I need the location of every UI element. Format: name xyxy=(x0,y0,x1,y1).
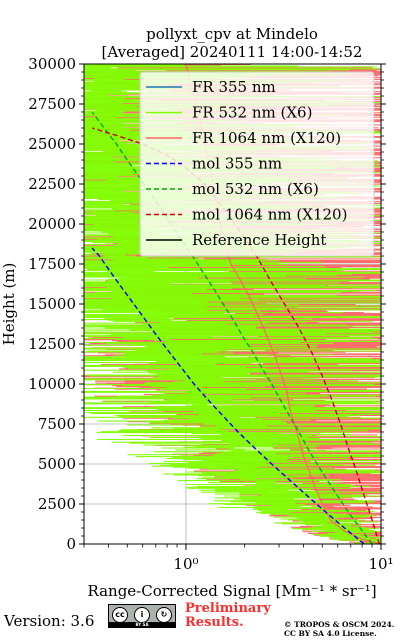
legend-entry: mol 1064 nm (X120) xyxy=(192,206,347,224)
legend-box xyxy=(139,71,375,257)
cc-sa-icon: ↻ xyxy=(156,607,172,623)
legend-entry: Reference Height xyxy=(192,231,326,249)
cc-icon: cc xyxy=(112,607,128,623)
axis-ticks: 0 2500 5000 7500 10000 12500 15000 17500 20000 22… xyxy=(28,55,393,573)
legend-entry: FR 355 nm xyxy=(192,78,276,96)
legend-entry: mol 355 nm xyxy=(192,155,282,173)
y-tick-label: 5000 xyxy=(38,455,76,473)
y-tick-label: 17500 xyxy=(28,255,76,273)
legend: FR 355 nm FR 532 nm (X6) FR 1064 nm (X120)… xyxy=(139,71,375,257)
y-tick-label: 15000 xyxy=(28,295,76,313)
lidar-profile-chart: pollyxt_cpv at Mindelo [Averaged] 202401… xyxy=(0,25,394,600)
cc-license-badge: cc i ↻ BY SA xyxy=(108,604,176,628)
cc-badge-text: BY SA xyxy=(109,622,175,627)
legend-entry: mol 532 nm (X6) xyxy=(192,180,319,198)
chart-subtitle: [Averaged] 20240111 14:00-14:52 xyxy=(102,43,363,61)
y-tick-label: 7500 xyxy=(38,415,76,433)
cc-by-icon: i xyxy=(134,607,150,623)
version-label: Version: 3.6 xyxy=(4,612,95,630)
x-axis-label: Range-Corrected Signal [Mm⁻¹ * sr⁻¹] xyxy=(87,582,376,600)
legend-entry: FR 1064 nm (X120) xyxy=(192,129,341,147)
y-tick-label: 2500 xyxy=(38,495,76,513)
legend-entry: FR 532 nm (X6) xyxy=(192,104,312,122)
preliminary-notice: Preliminary Results. xyxy=(185,602,271,630)
x-tick-label: 10⁰ xyxy=(173,555,198,573)
copyright-notice: © TROPOS & OSCM 2024. CC BY SA 4.0 Licen… xyxy=(284,620,394,638)
y-axis-label: Height (m) xyxy=(0,263,18,346)
y-tick-label: 0 xyxy=(66,535,76,553)
y-tick-label: 12500 xyxy=(28,335,76,353)
copyright-line-1: © TROPOS & OSCM 2024. xyxy=(284,620,395,629)
y-tick-label: 20000 xyxy=(28,215,76,233)
copyright-line-2: CC BY SA 4.0 License. xyxy=(284,629,377,638)
y-tick-label: 30000 xyxy=(28,55,76,73)
y-tick-label: 22500 xyxy=(28,175,76,193)
preliminary-line-2: Results. xyxy=(185,615,244,630)
preliminary-line-1: Preliminary xyxy=(185,601,271,616)
x-tick-label: 10¹ xyxy=(368,555,393,573)
series-line-fr-532-nm-x6- xyxy=(96,64,381,544)
y-tick-label: 27500 xyxy=(28,95,76,113)
y-tick-label: 25000 xyxy=(28,135,76,153)
y-tick-label: 10000 xyxy=(28,375,76,393)
chart-title: pollyxt_cpv at Mindelo xyxy=(146,25,318,43)
